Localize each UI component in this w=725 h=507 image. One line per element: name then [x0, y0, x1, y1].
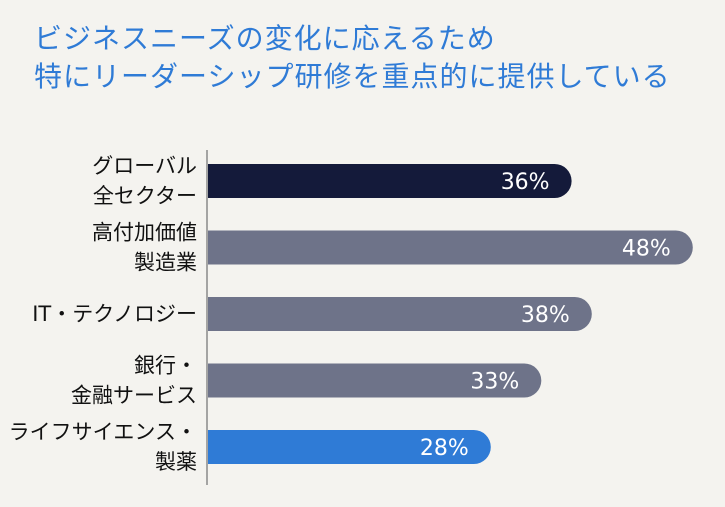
category-label-3-line-1: IT・テクノロジー: [32, 302, 197, 326]
chart-title-line-2: 特にリーダーシップ研修を重点的に提供している: [34, 60, 671, 93]
bar-4: [208, 363, 542, 398]
bar-value-label-5: 28%: [420, 436, 469, 461]
bar-5: [208, 430, 491, 464]
category-label-4-line-2: 金融サービス: [71, 384, 197, 408]
chart-title-line-1: ビジネスニーズの変化に応えるため: [34, 22, 496, 55]
category-label-1-line-2: 全セクター: [93, 184, 197, 208]
bar-value-label-2: 48%: [622, 237, 671, 262]
category-label-1-line-1: グローバル: [92, 154, 197, 178]
bar-value-label-4: 33%: [470, 370, 519, 395]
bar-1: [208, 164, 572, 198]
category-label-5-line-2: 製薬: [155, 450, 197, 474]
bar-value-label-1: 36%: [501, 170, 550, 195]
category-label-4-line-1: 銀行・: [134, 354, 197, 378]
chart-title: ビジネスニーズの変化に応えるため 特にリーダーシップ研修を重点的に提供している: [34, 20, 714, 96]
bar-3: [208, 297, 592, 331]
bar-value-label-3: 38%: [521, 303, 570, 328]
bar-2: [208, 230, 693, 265]
category-label-2-line-2: 製造業: [134, 251, 197, 275]
category-label-5-line-1: ライフサイエンス・: [9, 420, 197, 444]
category-label-2-line-1: 高付加価値: [92, 221, 197, 245]
